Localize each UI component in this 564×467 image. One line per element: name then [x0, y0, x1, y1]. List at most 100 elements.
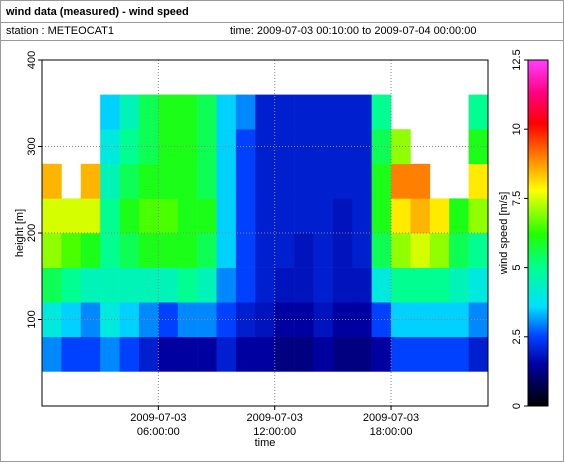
cell	[332, 233, 353, 268]
cell	[468, 163, 489, 199]
cell	[138, 267, 159, 303]
colorbar-tick-label: 0	[511, 403, 523, 409]
cell	[216, 233, 237, 268]
cell	[235, 129, 256, 165]
cell	[255, 129, 275, 165]
cell	[274, 94, 295, 130]
cell	[158, 163, 179, 199]
cell	[138, 336, 159, 372]
cell	[197, 198, 217, 234]
cell	[468, 198, 489, 234]
colorbar-label: wind speed [m/s]	[498, 192, 510, 276]
cell	[352, 233, 372, 268]
cell	[274, 129, 295, 165]
cell	[468, 336, 489, 372]
cell	[119, 198, 140, 234]
cell	[352, 198, 372, 234]
cell	[294, 94, 314, 130]
cell	[42, 163, 62, 199]
cell	[80, 267, 101, 303]
cell	[352, 129, 372, 165]
cell	[235, 267, 256, 303]
colorbar-tick-label: 12.5	[511, 49, 523, 70]
cell	[410, 336, 431, 372]
cell	[158, 336, 179, 372]
cell	[274, 233, 295, 268]
cell	[429, 198, 450, 234]
cell	[80, 336, 101, 372]
cell	[80, 198, 101, 234]
cell	[158, 233, 179, 268]
cell	[352, 163, 372, 199]
cell	[177, 163, 198, 199]
cell	[429, 267, 450, 303]
cell	[410, 198, 431, 234]
cell	[468, 267, 489, 303]
cell	[235, 302, 256, 338]
cell	[138, 129, 159, 165]
cell	[61, 267, 82, 303]
cell	[449, 198, 469, 234]
cell	[352, 336, 372, 372]
cell	[100, 267, 120, 303]
cell	[255, 198, 275, 234]
y-tick-label: 100	[26, 310, 38, 328]
cell	[42, 336, 62, 372]
x-tick-label: 2009-07-03 18:00:00	[363, 412, 419, 438]
cell	[391, 336, 411, 372]
cell	[371, 267, 392, 303]
cell	[313, 129, 334, 165]
cell	[216, 94, 237, 130]
cell	[294, 233, 314, 268]
cell	[255, 94, 275, 130]
cell	[197, 336, 217, 372]
cell	[138, 198, 159, 234]
cell	[391, 129, 411, 165]
cell	[158, 94, 179, 130]
cell	[216, 302, 237, 338]
cell	[410, 163, 431, 199]
cell	[119, 94, 140, 130]
cell	[61, 336, 82, 372]
cell	[61, 198, 82, 234]
cell	[429, 302, 450, 338]
cell	[61, 233, 82, 268]
cell	[391, 302, 411, 338]
colorbar-tick-label: 2.5	[511, 329, 523, 344]
cell	[294, 198, 314, 234]
colorbar-tick-label: 7.5	[511, 191, 523, 206]
cell	[138, 94, 159, 130]
cell	[42, 198, 62, 234]
cell	[313, 336, 334, 372]
colorbar-tick-label: 5	[511, 265, 523, 271]
cell	[158, 198, 179, 234]
cell	[274, 302, 295, 338]
cell	[371, 233, 392, 268]
cell	[100, 94, 120, 130]
cell	[100, 198, 120, 234]
cell	[274, 267, 295, 303]
cell	[468, 233, 489, 268]
cell	[449, 233, 469, 268]
cell	[235, 233, 256, 268]
cell	[100, 233, 120, 268]
cell	[216, 198, 237, 234]
colorbar	[527, 59, 549, 407]
cell	[313, 198, 334, 234]
cell	[177, 94, 198, 130]
x-tick-label: 2009-07-03 06:00:00	[130, 412, 186, 438]
cell	[332, 198, 353, 234]
cell	[119, 336, 140, 372]
y-axis-label: height [m]	[14, 209, 26, 257]
cell	[216, 129, 237, 165]
cell	[294, 267, 314, 303]
y-tick-label: 400	[26, 51, 38, 69]
cell	[255, 267, 275, 303]
cell	[216, 267, 237, 303]
cell	[313, 94, 334, 130]
cell	[216, 336, 237, 372]
cell	[294, 163, 314, 199]
colorbar-tick-label: 10	[511, 123, 523, 135]
cell	[42, 233, 62, 268]
